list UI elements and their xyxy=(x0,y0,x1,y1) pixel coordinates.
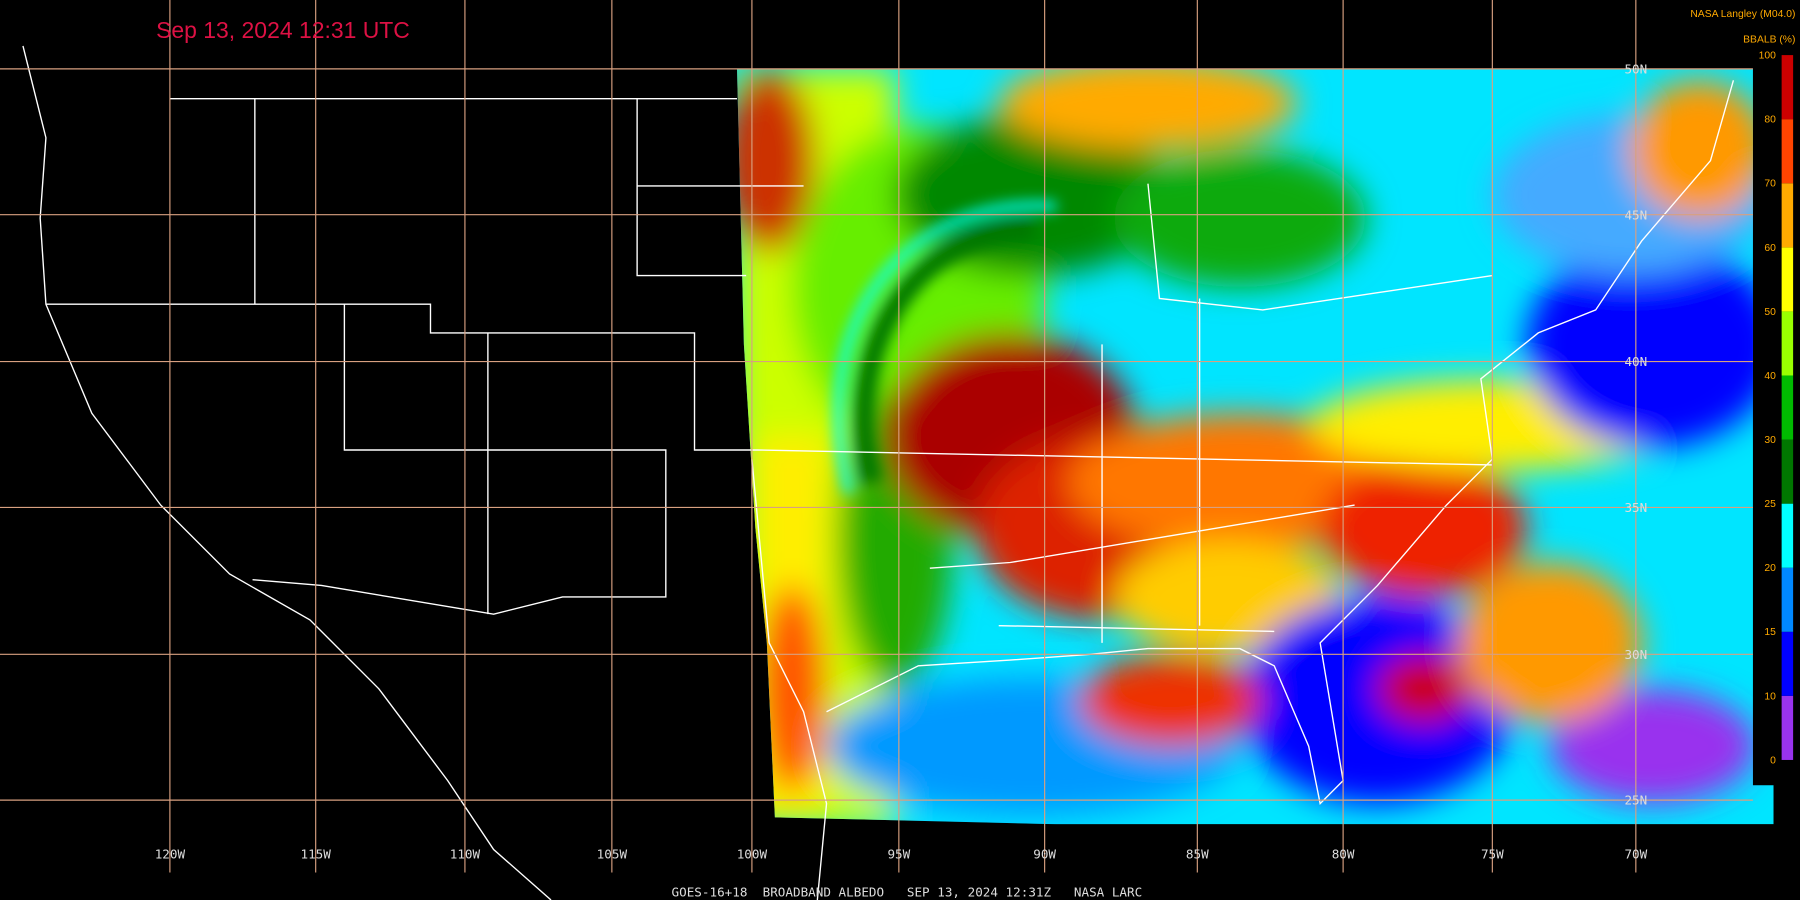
latitude-label: 35N xyxy=(1624,500,1647,515)
colorbar: 0 10 15 20 25 30 40 50 60 70 80 100 xyxy=(1759,51,1794,766)
colorbar-segment xyxy=(1781,183,1794,248)
longitude-label: 100W xyxy=(737,847,768,862)
colorbar-tick-label: 0 xyxy=(1770,755,1776,766)
longitude-label: 95W xyxy=(887,847,910,862)
colorbar-segment xyxy=(1781,439,1794,504)
graticule-labels: 120W 115W 110W 105W 100W 95W 90W 85W 80W 75W 70W 50… xyxy=(155,61,1648,861)
longitude-label: 105W xyxy=(597,847,628,862)
colorbar-tick-label: 60 xyxy=(1764,243,1776,254)
colorbar-tick-label: 70 xyxy=(1764,179,1776,190)
colorbar-segment xyxy=(1781,311,1794,376)
colorbar-segment xyxy=(1781,55,1794,120)
colorbar-tick-label: 80 xyxy=(1764,115,1776,126)
colorbar-segment xyxy=(1781,119,1794,184)
colorbar-tick-label: 50 xyxy=(1764,307,1776,318)
latitude-label: 50N xyxy=(1624,61,1647,76)
colorbar-segment xyxy=(1781,247,1794,312)
colorbar-title: BBALB (%) xyxy=(1743,34,1795,45)
colorbar-tick-label: 20 xyxy=(1764,563,1776,574)
latitude-label: 40N xyxy=(1624,354,1647,369)
source: NASA Langley (M04.0) xyxy=(1690,9,1795,20)
colorbar-segment xyxy=(1781,375,1794,440)
timestamp: Sep 13, 2024 12:31 UTC xyxy=(156,17,410,43)
albedo-image xyxy=(736,68,1774,825)
longitude-label: 80W xyxy=(1332,847,1355,862)
colorbar-tick-label: 25 xyxy=(1764,499,1776,510)
colorbar-tick-label: 30 xyxy=(1764,435,1776,446)
colorbar-tick-label: 15 xyxy=(1764,627,1776,638)
colorbar-tick-label: 100 xyxy=(1759,51,1776,62)
colorbar-segment xyxy=(1781,695,1794,760)
latitude-label: 30N xyxy=(1624,647,1647,662)
longitude-label: 120W xyxy=(155,847,186,862)
latitude-label: 25N xyxy=(1624,793,1647,808)
footer: GOES-16+18 BROADBAND ALBEDO SEP 13, 2024… xyxy=(672,885,1143,900)
longitude-label: 75W xyxy=(1481,847,1504,862)
colorbar-segment xyxy=(1781,503,1794,568)
boundaries xyxy=(22,45,1735,900)
longitude-label: 110W xyxy=(450,847,481,862)
latitude-label: 45N xyxy=(1624,207,1647,222)
longitude-label: 85W xyxy=(1186,847,1209,862)
colorbar-segment xyxy=(1781,567,1794,632)
graticule xyxy=(0,0,1753,873)
colorbar-tick-label: 40 xyxy=(1764,371,1776,382)
colorbar-tick-label: 10 xyxy=(1764,691,1776,702)
longitude-label: 70W xyxy=(1624,847,1647,862)
longitude-label: 90W xyxy=(1033,847,1056,862)
colorbar-segment xyxy=(1781,631,1794,696)
longitude-label: 115W xyxy=(301,847,332,862)
